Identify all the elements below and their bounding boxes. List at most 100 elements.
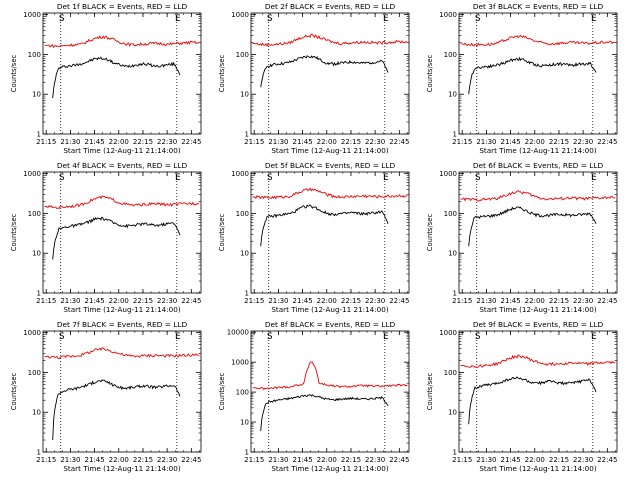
detector-panel: Det 4f BLACK = Events, RED = LLD 1 10 100 10… xyxy=(10,161,201,314)
x-tick-label: 22:15 xyxy=(341,297,361,305)
y-tick-label: 1000 xyxy=(439,11,457,19)
x-tick-label: 22:15 xyxy=(341,138,361,146)
x-tick-label: 22:45 xyxy=(389,456,409,464)
lld-series-line xyxy=(44,35,200,49)
y-tick-label: 1 xyxy=(245,131,249,139)
x-tick-label: 22:00 xyxy=(317,138,337,146)
start-marker-label: S xyxy=(267,173,273,183)
x-tick-label: 21:30 xyxy=(268,138,288,146)
plot-frame xyxy=(458,330,618,453)
detector-panel: Det 7f BLACK = Events, RED = LLD 1 10 100 10… xyxy=(10,320,201,473)
y-tick-label: 1000 xyxy=(231,359,249,367)
x-tick-label: 21:45 xyxy=(84,456,104,464)
x-axis-label: Start Time (12-Aug-11 21:14:00) xyxy=(271,305,388,314)
x-tick-label: 21:15 xyxy=(36,456,56,464)
x-tick-label: 22:15 xyxy=(549,138,569,146)
lld-series-line xyxy=(460,34,616,47)
x-tick-label: 22:30 xyxy=(573,456,593,464)
plot-frame xyxy=(42,330,202,453)
end-marker-label: E xyxy=(591,14,597,24)
x-tick-label: 21:45 xyxy=(84,297,104,305)
x-tick-label: 21:45 xyxy=(500,456,520,464)
y-tick-label: 10 xyxy=(448,409,457,417)
start-marker-label: S xyxy=(59,332,65,342)
x-tick-label: 22:30 xyxy=(365,297,385,305)
panel-title: Det 5f BLACK = Events, RED = LLD xyxy=(265,161,396,170)
end-marker-label: E xyxy=(175,173,181,183)
y-tick-label: 10 xyxy=(32,91,41,99)
lld-series-line xyxy=(44,195,200,210)
plot-frame xyxy=(42,171,202,294)
x-tick-label: 21:15 xyxy=(452,297,472,305)
detector-panel: Det 6f BLACK = Events, RED = LLD 1 10 100 10… xyxy=(426,161,617,314)
detector-panel: Det 1f BLACK = Events, RED = LLD 1 10 100 10… xyxy=(10,2,201,155)
events-series-line xyxy=(468,56,597,95)
start-marker-label: S xyxy=(475,14,481,24)
x-axis-label: Start Time (12-Aug-11 21:14:00) xyxy=(63,305,180,314)
events-series-line xyxy=(468,206,597,247)
y-axis-label: Counts/sec xyxy=(426,214,434,252)
x-tick-label: 21:30 xyxy=(476,456,496,464)
x-tick-label: 22:30 xyxy=(157,456,177,464)
x-tick-label: 22:30 xyxy=(157,138,177,146)
x-tick-label: 21:30 xyxy=(60,297,80,305)
x-tick-label: 21:15 xyxy=(36,297,56,305)
y-tick-label: 100 xyxy=(444,51,457,59)
y-axis-label: Counts/sec xyxy=(10,214,18,252)
plot-frame xyxy=(250,330,410,453)
y-tick-label: 10000 xyxy=(227,329,249,337)
x-axis-label: Start Time (12-Aug-11 21:14:00) xyxy=(479,464,596,473)
y-tick-label: 1 xyxy=(453,449,457,457)
x-tick-label: 21:45 xyxy=(292,138,312,146)
y-tick-label: 1 xyxy=(453,131,457,139)
x-tick-label: 22:45 xyxy=(597,138,617,146)
y-tick-label: 10 xyxy=(240,91,249,99)
x-tick-label: 21:45 xyxy=(500,297,520,305)
end-marker-label: E xyxy=(175,14,181,24)
lld-series-line xyxy=(44,347,200,360)
x-tick-label: 21:30 xyxy=(268,456,288,464)
x-tick-label: 22:15 xyxy=(549,456,569,464)
x-tick-label: 22:15 xyxy=(133,297,153,305)
y-tick-label: 10 xyxy=(32,250,41,258)
x-tick-label: 21:15 xyxy=(452,138,472,146)
y-tick-label: 1 xyxy=(37,290,41,298)
x-tick-label: 22:45 xyxy=(181,138,201,146)
x-axis-label: Start Time (12-Aug-11 21:14:00) xyxy=(63,464,180,473)
y-axis-label: Counts/sec xyxy=(10,55,18,93)
lld-series-line xyxy=(252,361,408,391)
x-tick-label: 22:15 xyxy=(549,297,569,305)
x-tick-label: 21:30 xyxy=(476,138,496,146)
start-marker-label: S xyxy=(59,14,65,24)
y-tick-label: 1000 xyxy=(439,170,457,178)
y-tick-label: 1 xyxy=(37,449,41,457)
x-tick-label: 22:45 xyxy=(181,456,201,464)
y-axis-label: Counts/sec xyxy=(426,55,434,93)
panel-title: Det 9f BLACK = Events, RED = LLD xyxy=(473,320,604,329)
panel-title: Det 7f BLACK = Events, RED = LLD xyxy=(57,320,188,329)
panel-title: Det 3f BLACK = Events, RED = LLD xyxy=(473,2,604,11)
y-tick-label: 100 xyxy=(28,369,41,377)
x-tick-label: 21:45 xyxy=(292,456,312,464)
x-tick-label: 22:30 xyxy=(365,138,385,146)
end-marker-label: E xyxy=(175,332,181,342)
end-marker-label: E xyxy=(383,173,389,183)
x-tick-label: 22:00 xyxy=(525,456,545,464)
events-series-line xyxy=(52,216,181,260)
x-tick-label: 22:15 xyxy=(133,138,153,146)
x-tick-label: 22:30 xyxy=(573,138,593,146)
y-tick-label: 10 xyxy=(32,409,41,417)
start-marker-label: S xyxy=(59,173,65,183)
x-axis-label: Start Time (12-Aug-11 21:14:00) xyxy=(479,146,596,155)
y-tick-label: 1000 xyxy=(231,11,249,19)
y-tick-label: 1000 xyxy=(439,329,457,337)
start-marker-label: S xyxy=(475,332,481,342)
plot-frame xyxy=(42,12,202,135)
y-tick-label: 1000 xyxy=(23,170,41,178)
x-tick-label: 22:15 xyxy=(341,456,361,464)
events-series-line xyxy=(260,204,389,247)
events-series-line xyxy=(260,394,389,432)
x-tick-label: 22:30 xyxy=(365,456,385,464)
x-tick-label: 21:15 xyxy=(452,456,472,464)
